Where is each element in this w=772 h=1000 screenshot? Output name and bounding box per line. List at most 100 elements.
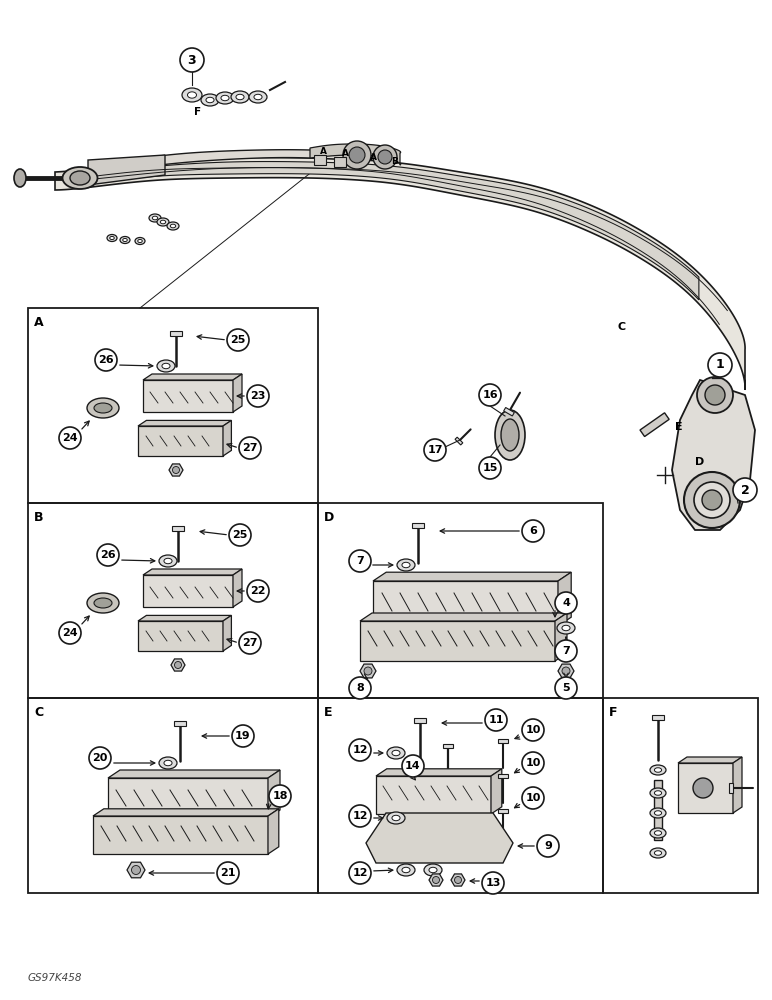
Circle shape: [684, 472, 740, 528]
Polygon shape: [172, 526, 184, 531]
Bar: [334, 157, 346, 167]
Circle shape: [349, 862, 371, 884]
Circle shape: [432, 876, 439, 884]
Text: 15: 15: [482, 463, 498, 473]
Text: 4: 4: [562, 598, 570, 608]
Text: 21: 21: [220, 868, 235, 878]
Circle shape: [247, 385, 269, 407]
Circle shape: [424, 439, 446, 461]
Text: 24: 24: [63, 433, 78, 443]
Circle shape: [227, 329, 249, 351]
Ellipse shape: [157, 218, 169, 226]
Circle shape: [522, 752, 544, 774]
Ellipse shape: [107, 234, 117, 241]
Ellipse shape: [182, 88, 202, 102]
Bar: [314, 155, 326, 165]
Ellipse shape: [402, 867, 410, 873]
Ellipse shape: [123, 238, 127, 242]
Polygon shape: [108, 770, 280, 778]
Text: F: F: [609, 706, 618, 719]
Polygon shape: [412, 523, 424, 528]
Text: 8: 8: [356, 683, 364, 693]
Polygon shape: [429, 874, 443, 886]
Circle shape: [455, 876, 462, 884]
Text: A: A: [370, 152, 377, 161]
Circle shape: [555, 677, 577, 699]
Polygon shape: [169, 464, 183, 476]
Text: 6: 6: [529, 526, 537, 536]
Ellipse shape: [557, 622, 575, 634]
Polygon shape: [170, 331, 182, 336]
Text: C: C: [618, 322, 626, 332]
Circle shape: [697, 377, 733, 413]
Polygon shape: [498, 774, 508, 778]
Polygon shape: [451, 874, 465, 886]
Circle shape: [562, 667, 570, 675]
Ellipse shape: [650, 808, 666, 818]
Ellipse shape: [162, 363, 170, 369]
Bar: [28, 503, 318, 698]
Ellipse shape: [216, 92, 234, 104]
Ellipse shape: [171, 224, 176, 228]
Ellipse shape: [562, 625, 570, 631]
Text: 20: 20: [93, 753, 107, 763]
Circle shape: [97, 544, 119, 566]
Polygon shape: [678, 757, 742, 763]
Text: F: F: [195, 107, 201, 117]
Polygon shape: [233, 569, 242, 607]
Polygon shape: [558, 664, 574, 678]
Circle shape: [180, 48, 204, 72]
Polygon shape: [223, 615, 232, 651]
Text: 7: 7: [356, 556, 364, 566]
Polygon shape: [268, 809, 279, 854]
Bar: [28, 308, 318, 503]
Text: 22: 22: [250, 586, 266, 596]
Polygon shape: [455, 437, 463, 445]
Ellipse shape: [70, 171, 90, 185]
Ellipse shape: [161, 220, 166, 224]
Polygon shape: [108, 778, 268, 818]
Polygon shape: [93, 809, 279, 816]
Polygon shape: [174, 721, 186, 726]
Circle shape: [522, 787, 544, 809]
Polygon shape: [373, 572, 571, 581]
Ellipse shape: [135, 237, 145, 244]
Text: 26: 26: [98, 355, 113, 365]
Circle shape: [174, 662, 181, 668]
Circle shape: [479, 457, 501, 479]
Polygon shape: [414, 718, 426, 723]
Circle shape: [217, 862, 239, 884]
Text: 10: 10: [525, 793, 540, 803]
Circle shape: [479, 384, 501, 406]
Text: 18: 18: [273, 791, 288, 801]
Ellipse shape: [650, 765, 666, 775]
Ellipse shape: [201, 94, 219, 106]
Text: B: B: [391, 157, 398, 166]
Ellipse shape: [152, 216, 157, 220]
Ellipse shape: [137, 239, 142, 243]
Circle shape: [269, 785, 291, 807]
Polygon shape: [223, 420, 232, 456]
Text: 12: 12: [352, 745, 367, 755]
Polygon shape: [171, 659, 185, 671]
Polygon shape: [555, 613, 567, 661]
Circle shape: [343, 141, 371, 169]
Text: 5: 5: [562, 683, 570, 693]
Polygon shape: [138, 621, 223, 651]
Polygon shape: [729, 783, 733, 793]
Ellipse shape: [397, 864, 415, 876]
Ellipse shape: [429, 867, 437, 873]
Text: 10: 10: [525, 758, 540, 768]
Circle shape: [733, 478, 757, 502]
Text: 7: 7: [562, 646, 570, 656]
Circle shape: [239, 632, 261, 654]
Polygon shape: [143, 569, 242, 575]
Ellipse shape: [164, 558, 172, 564]
Ellipse shape: [424, 864, 442, 876]
Text: 25: 25: [232, 530, 248, 540]
Circle shape: [232, 725, 254, 747]
Circle shape: [247, 580, 269, 602]
Bar: [640, 413, 669, 437]
Circle shape: [349, 147, 365, 163]
Text: 27: 27: [242, 638, 258, 648]
